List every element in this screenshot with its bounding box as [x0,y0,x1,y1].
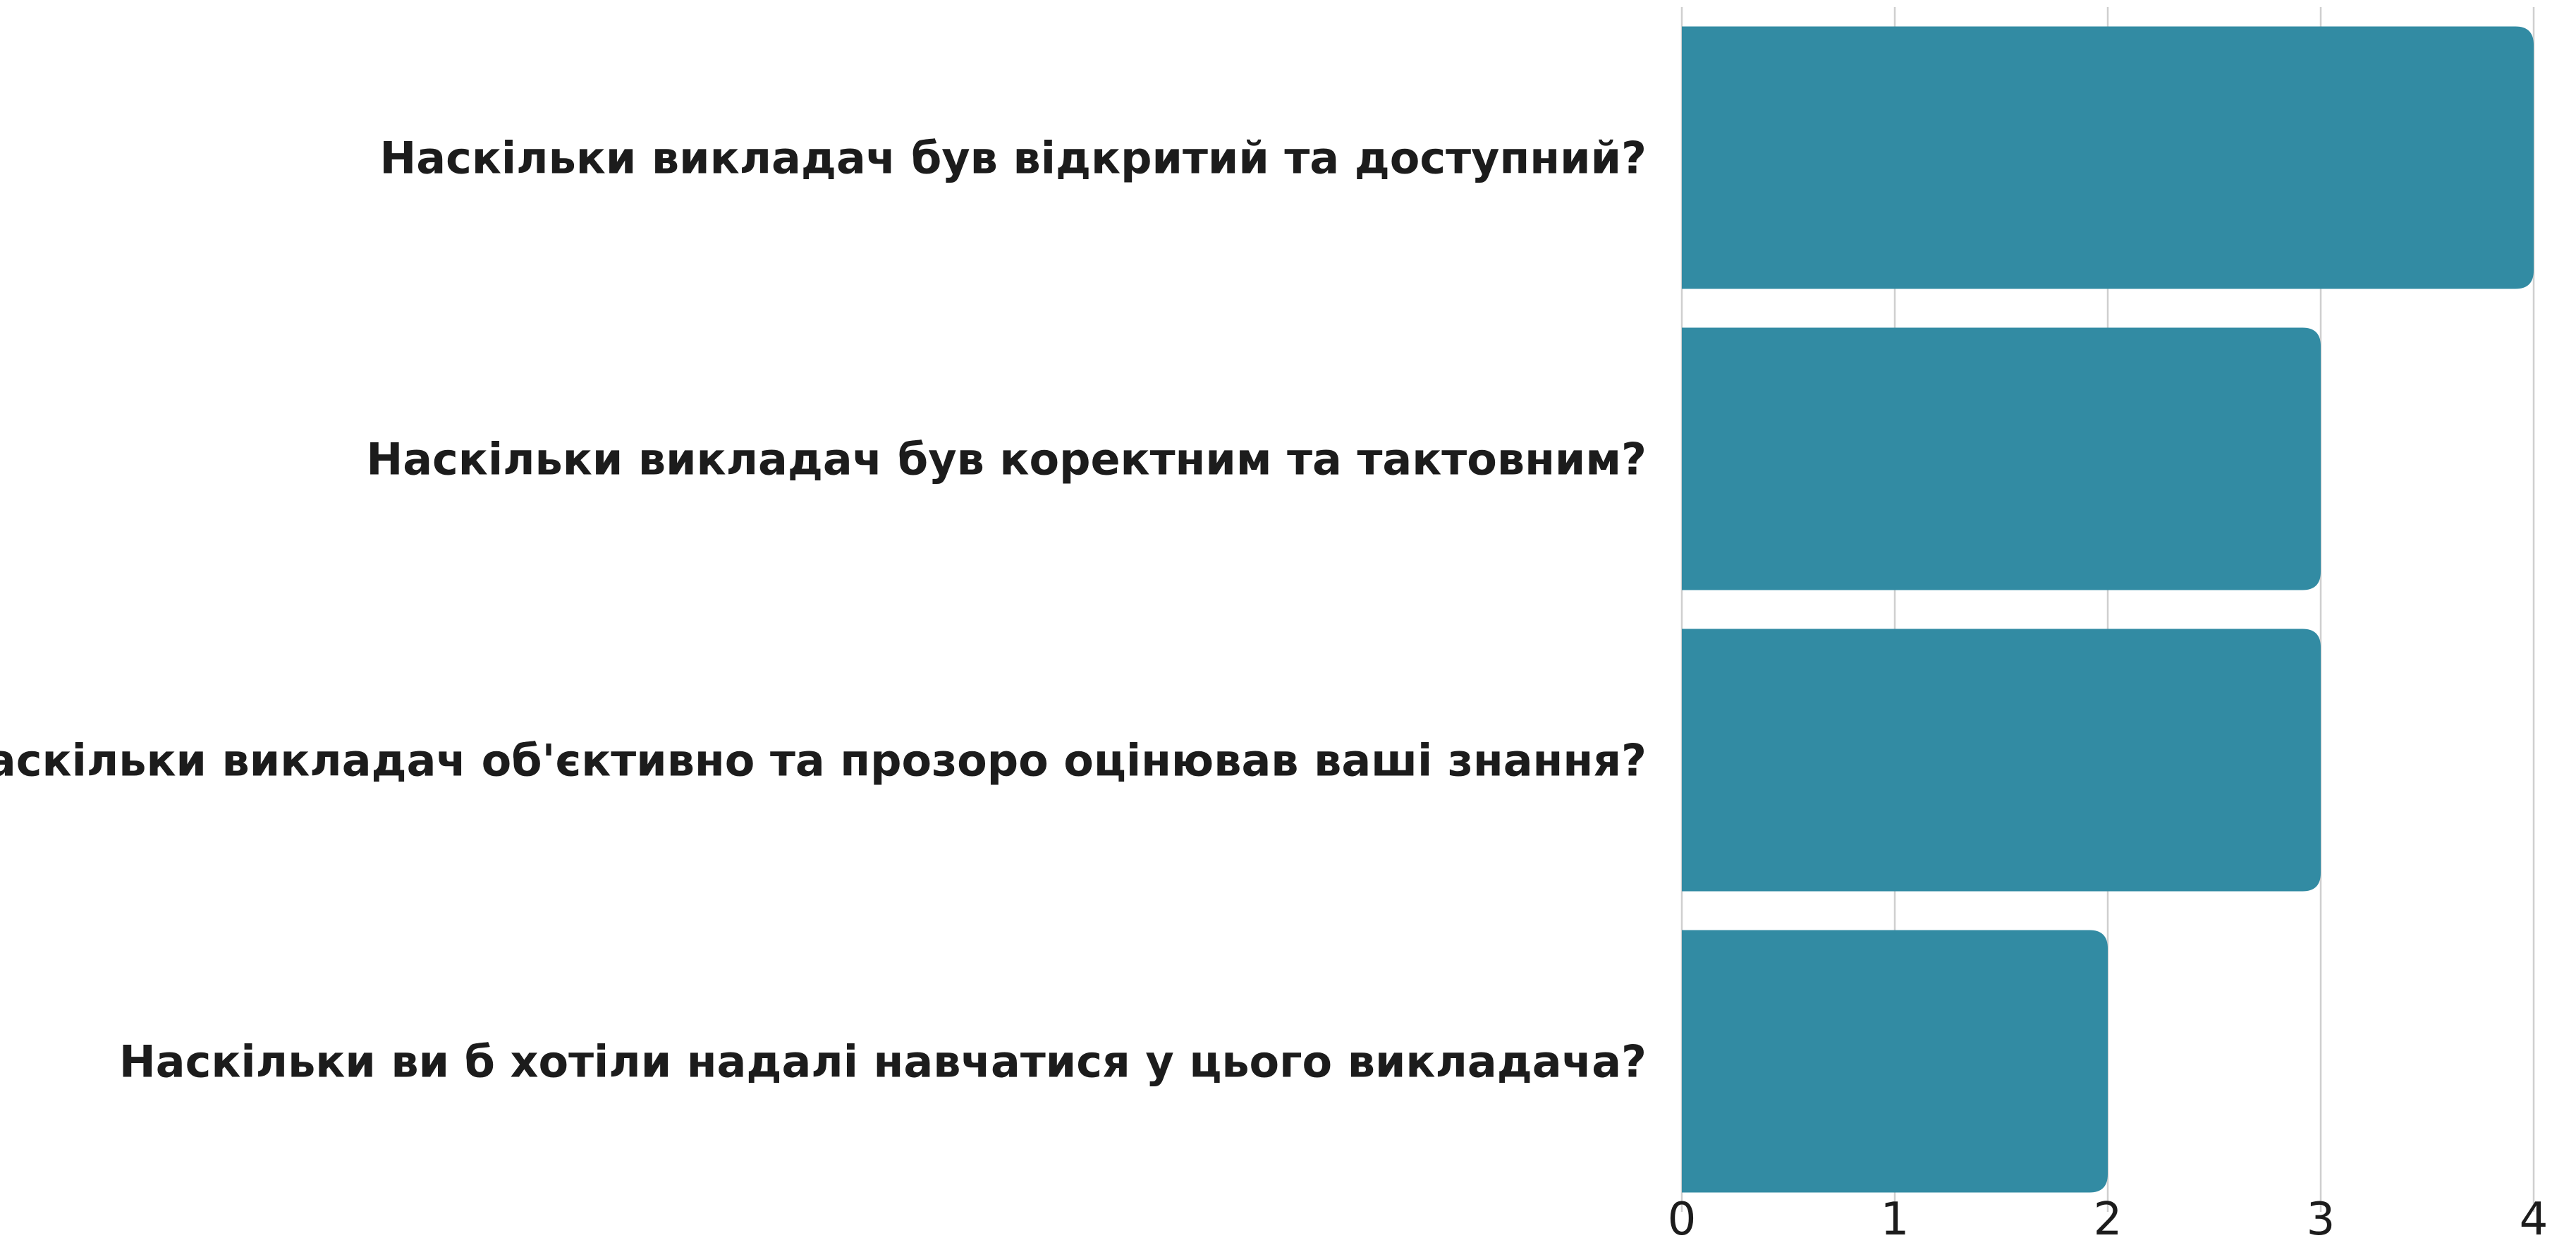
x-tick-label-2: 2 [2094,1194,2123,1238]
category-label-3: Наскільки викладач об'єктивно та прозоро… [0,735,1647,787]
category-label-2: Наскільки викладач був коректним та такт… [366,434,1647,485]
x-axis-ticks: 0 1 2 3 4 [1668,1194,2548,1238]
bar-1 [1682,26,2534,289]
bar-2 [1682,327,2321,590]
bar-3 [1682,629,2321,892]
bar-4 [1682,930,2108,1193]
x-tick-label-3: 3 [2307,1194,2336,1238]
category-label-4: Наскільки ви б хотіли надалі навчатися у… [119,1036,1647,1088]
x-tick-label-4: 4 [2520,1194,2548,1238]
category-labels: Наскільки викладач був відкритий та дост… [0,133,1647,1088]
bars [1682,26,2534,1193]
category-label-1: Наскільки викладач був відкритий та дост… [379,133,1647,184]
x-tick-label-1: 1 [1881,1194,1910,1238]
x-tick-label-0: 0 [1668,1194,1697,1238]
